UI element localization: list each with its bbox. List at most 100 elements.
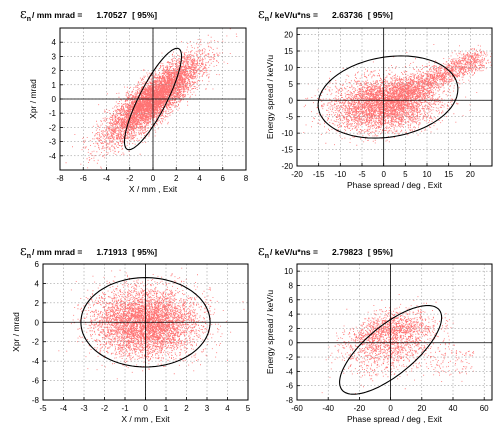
- panel-top-left: εn/ mm mrad = 1.70527[ 95%] -8 -6 -4 -2 0 2 4 6 8 -…: [20, 7, 249, 194]
- y-axis-label: Energy spread / keV/u: [265, 290, 275, 374]
- emittance-value: 1.70527: [96, 10, 127, 20]
- particle-cloud: [321, 294, 475, 394]
- emittance-ellipse: [317, 55, 459, 139]
- y-tick-label: 15: [284, 47, 293, 56]
- y-tick-label: -2: [32, 338, 40, 347]
- x-tick-label: -8: [56, 174, 64, 183]
- y-tick-label: -20: [281, 162, 293, 171]
- particle-cloud: [303, 44, 492, 146]
- x-tick-label: -2: [126, 174, 134, 183]
- x-tick-label: 2: [184, 404, 189, 413]
- panel-title: εn/ keV/u*ns = 2.79823[ 95%]: [258, 244, 393, 260]
- epsilon-symbol: ε: [20, 7, 27, 22]
- x-tick-label: 3: [205, 404, 210, 413]
- x-tick-label: -1: [121, 404, 129, 413]
- y-axis-label: Xpr / mrad: [28, 79, 38, 119]
- y-tick-label: -8: [32, 396, 40, 405]
- emittance-ellipse: [339, 304, 443, 395]
- x-tick-label: 2: [174, 174, 179, 183]
- x-axis-label: X / mm , Exit: [121, 414, 170, 424]
- plot-frame: [296, 27, 493, 167]
- x-tick-label: -20: [291, 170, 303, 179]
- y-tick-label: -6: [286, 382, 294, 391]
- x-tick-label: 4: [225, 404, 230, 413]
- x-axis-label: Phase spread / deg , Exit: [347, 180, 443, 190]
- epsilon-symbol: ε: [20, 244, 27, 259]
- x-tick-label: 0: [151, 174, 156, 183]
- y-tick-label: 6: [289, 296, 294, 305]
- y-tick-label: 4: [35, 279, 40, 288]
- y-tick-label: -8: [286, 396, 294, 405]
- x-tick-label: -10: [335, 170, 347, 179]
- x-tick-label: 5: [246, 404, 251, 413]
- y-tick-label: -15: [281, 146, 293, 155]
- x-tick-label: 6: [221, 174, 226, 183]
- y-tick-label: 0: [35, 318, 40, 327]
- y-tick-label: 3: [52, 52, 57, 61]
- x-tick-label: 8: [244, 174, 249, 183]
- x-tick-label: 1: [164, 404, 169, 413]
- plot-frame: [296, 263, 493, 401]
- emittance-ellipse: [80, 277, 211, 368]
- y-tick-label: 2: [52, 67, 57, 76]
- panel-title: εn/ keV/u*ns = 2.63736[ 95%]: [258, 7, 393, 23]
- y-tick-label: 5: [289, 80, 294, 89]
- y-tick-label: -1: [49, 109, 57, 118]
- x-tick-label: 4: [197, 174, 202, 183]
- y-axis-label: Energy spread / keV/u: [265, 55, 275, 139]
- x-tick-label: 20: [466, 170, 475, 179]
- y-tick-label: 2: [289, 324, 294, 333]
- x-tick-label: 10: [423, 170, 432, 179]
- x-tick-label: 40: [449, 404, 458, 413]
- x-axis-label: X / mm , Exit: [129, 184, 178, 194]
- x-tick-label: 5: [403, 170, 408, 179]
- y-tick-label: 0: [289, 96, 294, 105]
- x-axis-label: Phase spread / deg , Exit: [347, 414, 443, 424]
- y-tick-label: -4: [49, 152, 57, 161]
- y-tick-label: 4: [289, 310, 294, 319]
- x-tick-label: 20: [417, 404, 426, 413]
- y-tick-label: 10: [284, 267, 293, 276]
- y-axis-label: Xpr / mrad: [11, 312, 21, 352]
- panel-title: εn/ mm mrad = 1.70527[ 95%]: [20, 7, 157, 23]
- y-tick-label: -5: [286, 113, 294, 122]
- y-tick-label: 10: [284, 63, 293, 72]
- y-tick-label: 4: [52, 38, 57, 47]
- epsilon-symbol: ε: [258, 7, 265, 22]
- y-tick-label: 8: [289, 281, 294, 290]
- particle-cloud: [65, 28, 238, 169]
- emittance-value: 1.71913: [96, 247, 127, 257]
- y-tick-label: -6: [32, 377, 40, 386]
- x-tick-label: 0: [381, 170, 386, 179]
- x-tick-label: -6: [80, 174, 88, 183]
- emittance-value: 2.63736: [332, 10, 363, 20]
- y-tick-label: -10: [281, 129, 293, 138]
- emittance-value: 2.79823: [332, 247, 363, 257]
- y-tick-label: 0: [52, 95, 57, 104]
- x-tick-label: 60: [480, 404, 489, 413]
- panel-bottom-left: εn/ mm mrad = 1.71913[ 95%] -5 -4 -3 -2 -1 0 1 2 3…: [11, 244, 251, 424]
- y-tick-label: 20: [284, 31, 293, 40]
- x-tick-label: -60: [291, 404, 303, 413]
- panel-top-right: εn/ keV/u*ns = 2.63736[ 95%] -20 -15 -10 -5 0 5…: [258, 7, 493, 190]
- x-tick-label: 0: [388, 404, 393, 413]
- y-tick-label: 1: [52, 81, 57, 90]
- y-tick-label: -4: [286, 367, 294, 376]
- emittance-ellipse: [123, 47, 183, 151]
- y-tick-label: 6: [35, 260, 40, 269]
- y-tick-label: 2: [35, 299, 40, 308]
- x-tick-label: -3: [80, 404, 88, 413]
- x-tick-label: -4: [60, 404, 68, 413]
- y-tick-label: -2: [286, 353, 294, 362]
- panel-title: εn/ mm mrad = 1.71913[ 95%]: [20, 244, 157, 260]
- x-tick-label: -15: [313, 170, 325, 179]
- x-tick-label: -40: [322, 404, 334, 413]
- x-tick-label: -20: [354, 404, 366, 413]
- epsilon-symbol: ε: [258, 244, 265, 259]
- x-tick-label: 0: [143, 404, 148, 413]
- x-tick-label: -4: [103, 174, 111, 183]
- x-tick-label: -5: [358, 170, 366, 179]
- particle-cloud: [58, 267, 245, 380]
- y-tick-label: -2: [49, 123, 57, 132]
